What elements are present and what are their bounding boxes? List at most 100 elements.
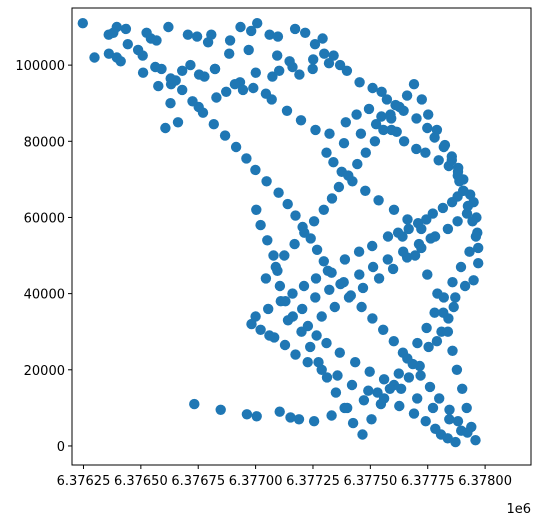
data-point	[470, 231, 482, 242]
data-point	[329, 301, 340, 313]
data-point	[422, 269, 433, 280]
data-point	[241, 153, 252, 164]
x-tick-label: 6.37675	[171, 474, 225, 489]
data-point	[403, 372, 415, 383]
data-point	[219, 130, 231, 141]
data-point	[321, 147, 332, 158]
data-point	[272, 50, 283, 61]
data-point	[163, 21, 174, 33]
data-point	[434, 393, 445, 404]
x-tick-label: 6.37775	[401, 474, 455, 489]
data-point	[384, 383, 396, 394]
data-point	[334, 347, 345, 358]
data-point	[248, 82, 259, 94]
data-point	[289, 23, 301, 35]
data-point	[208, 119, 219, 130]
data-point	[373, 195, 384, 206]
data-point	[316, 311, 327, 322]
data-point	[386, 113, 397, 124]
data-point	[366, 414, 377, 425]
data-point	[397, 231, 408, 242]
data-point	[423, 341, 434, 353]
data-point	[250, 311, 261, 322]
data-point	[250, 67, 261, 78]
data-point	[446, 155, 457, 166]
data-point	[151, 35, 162, 46]
data-point	[264, 29, 275, 40]
data-point	[294, 69, 305, 80]
data-point	[429, 307, 440, 318]
data-point	[268, 250, 279, 261]
data-point	[473, 258, 484, 269]
data-point	[394, 101, 405, 113]
data-point	[287, 61, 298, 73]
data-point	[279, 250, 290, 261]
data-point	[302, 357, 313, 368]
y-tick-label: 0	[57, 440, 65, 455]
data-point	[263, 303, 274, 315]
data-point	[120, 23, 132, 35]
data-point	[376, 86, 387, 98]
data-point	[387, 263, 399, 275]
x-tick-label: 6.37750	[343, 474, 397, 489]
data-point	[338, 277, 349, 288]
data-point	[310, 124, 321, 136]
data-point	[340, 117, 351, 128]
data-point	[367, 313, 378, 324]
data-point	[369, 136, 381, 147]
data-point	[308, 54, 319, 65]
data-point	[197, 107, 209, 118]
data-point	[437, 202, 449, 214]
data-point	[411, 113, 422, 124]
data-point	[215, 404, 226, 415]
data-point	[448, 301, 459, 313]
data-point	[187, 96, 198, 107]
data-point	[206, 29, 217, 40]
data-point	[209, 63, 221, 75]
data-point	[444, 414, 455, 425]
data-point	[452, 170, 463, 181]
x-axis: 6.37625 6.37650 6.37675 6.37700 6.37725 6.377…	[57, 465, 512, 489]
data-point	[332, 370, 343, 381]
data-point	[345, 290, 356, 301]
data-point	[324, 284, 335, 295]
data-point	[172, 117, 184, 128]
data-point	[446, 197, 458, 208]
data-point	[326, 267, 337, 278]
plot-frame	[71, 7, 532, 466]
data-point	[370, 119, 382, 130]
data-point	[409, 250, 421, 261]
data-point	[378, 124, 389, 136]
data-point	[363, 103, 375, 115]
data-point	[230, 141, 242, 153]
data-point	[193, 69, 205, 80]
data-point	[421, 322, 432, 334]
data-point	[412, 337, 423, 349]
data-point	[411, 143, 422, 155]
data-point	[378, 374, 390, 385]
data-point	[308, 416, 320, 427]
data-point	[458, 185, 469, 196]
data-point	[137, 67, 149, 78]
data-point	[431, 336, 443, 347]
data-point	[297, 303, 308, 315]
data-point	[447, 277, 458, 288]
data-point	[319, 48, 330, 59]
data-point	[457, 383, 468, 394]
data-point	[360, 185, 371, 196]
data-point	[272, 31, 284, 42]
data-point	[317, 33, 328, 44]
data-point	[351, 109, 362, 120]
data-point	[289, 238, 300, 250]
data-point	[177, 84, 188, 96]
data-point	[439, 139, 451, 151]
x-offset-label: 1e6	[506, 502, 531, 517]
data-point	[376, 111, 387, 122]
data-point	[416, 94, 427, 105]
data-point	[261, 176, 272, 187]
data-point	[165, 73, 176, 84]
data-point	[274, 406, 285, 417]
data-point	[310, 292, 321, 303]
data-point	[429, 231, 441, 242]
data-point	[307, 63, 318, 75]
